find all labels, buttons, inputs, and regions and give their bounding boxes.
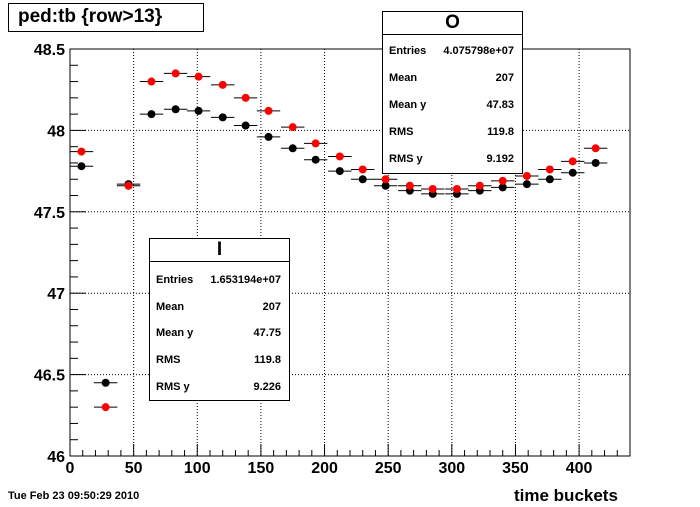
series-i-point <box>101 378 110 387</box>
stats-i-label: Mean y <box>156 327 194 339</box>
x-tick-label: 300 <box>438 460 465 477</box>
series-o-point <box>101 403 110 412</box>
series-i-point <box>264 132 273 141</box>
series-i-point <box>311 155 320 164</box>
y-tick-label: 47.5 <box>34 205 65 222</box>
series-o-point <box>311 139 320 148</box>
series-i-point <box>335 167 344 176</box>
series-o-point <box>428 185 437 194</box>
series-o-point <box>241 93 250 102</box>
stats-i-row: RMS y 9.226 <box>156 381 281 393</box>
stats-i-value: 1.653194e+07 <box>210 274 281 286</box>
series-o-point <box>358 165 367 174</box>
stats-i-row: Mean y 47.75 <box>156 327 281 339</box>
series-o-point <box>498 176 507 185</box>
series-i-point <box>568 168 577 177</box>
series-i-point <box>522 180 531 189</box>
stats-o-value: 207 <box>495 72 514 84</box>
series-i-point <box>381 181 390 190</box>
series-o-point <box>475 181 484 190</box>
y-tick-label: 48.5 <box>34 42 65 59</box>
stats-o-label: Entries <box>389 45 427 57</box>
stats-o-label: Mean y <box>389 99 427 111</box>
stats-i-label: RMS y <box>156 381 190 393</box>
stats-i-label: Entries <box>156 274 194 286</box>
stats-o-row: Entries 4.075798e+07 <box>389 45 514 57</box>
series-o-point <box>452 185 461 194</box>
series-i-point <box>218 113 227 122</box>
series-o-point <box>288 123 297 132</box>
stats-o-row: RMS y 9.192 <box>389 153 514 165</box>
chart-title: ped:tb {row>13} <box>18 6 163 27</box>
series-o-point <box>381 175 390 184</box>
y-tick-label: 46 <box>47 449 65 466</box>
x-tick-label: 150 <box>248 460 275 477</box>
stats-box-i: I Entries 1.653194e+07 Mean 207 Mean y 47.7… <box>149 238 290 401</box>
stats-i-label: Mean <box>156 301 185 313</box>
x-tick-label: 350 <box>502 460 529 477</box>
stats-i-row: Mean 207 <box>156 301 281 313</box>
series-o-point <box>545 165 554 174</box>
stats-i-value: 9.226 <box>253 381 281 393</box>
stats-i-value: 47.75 <box>253 327 281 339</box>
x-tick-label: 200 <box>311 460 338 477</box>
series-o-point <box>405 181 414 190</box>
stats-o-label: RMS y <box>389 153 423 165</box>
series-o-point <box>568 157 577 166</box>
series-o-point <box>591 144 600 153</box>
series-i-point <box>194 106 203 115</box>
series-i-point <box>171 105 180 114</box>
series-i-point <box>241 121 250 130</box>
x-tick-label: 400 <box>566 460 593 477</box>
y-tick-label: 48 <box>47 123 65 140</box>
stats-o-header: O <box>383 12 522 35</box>
series-o-point <box>522 171 531 180</box>
series-o-point <box>218 80 227 89</box>
stats-i-value: 119.8 <box>254 354 281 366</box>
stats-o-value: 119.8 <box>487 126 514 138</box>
x-tick-label: 100 <box>184 460 211 477</box>
stats-o-row: RMS 119.8 <box>389 126 514 138</box>
chart-title-box: ped:tb {row>13} <box>8 3 204 32</box>
stats-i-header: I <box>150 239 289 262</box>
series-o-point <box>124 181 133 190</box>
series-o-point <box>264 106 273 115</box>
stats-o-value: 9.192 <box>486 153 514 165</box>
stats-box-o: O Entries 4.075798e+07 Mean 207 Mean y 47.8… <box>382 11 523 174</box>
stats-o-value: 47.83 <box>486 99 514 111</box>
stats-o-row: Mean y 47.83 <box>389 99 514 111</box>
series-i-point <box>77 162 86 171</box>
timestamp: Tue Feb 23 09:50:29 2010 <box>8 490 140 502</box>
series-o-point <box>147 77 156 86</box>
x-tick-label: 0 <box>66 460 75 477</box>
series-i-point <box>545 175 554 184</box>
x-tick-label: 250 <box>375 460 402 477</box>
x-axis-label: time buckets <box>514 486 618 505</box>
series-o-point <box>171 69 180 78</box>
stats-o-label: RMS <box>389 126 414 138</box>
axis-ticks: 0 50 100 150 200 250 300 350 400 46 46.5 47 47.5 48 48… <box>34 42 618 477</box>
series-o-point <box>77 147 86 156</box>
series-i-point <box>498 183 507 192</box>
stats-i-row: RMS 119.8 <box>156 354 281 366</box>
stats-i-label: RMS <box>156 354 181 366</box>
y-tick-label: 47 <box>47 286 65 303</box>
series-o-point <box>335 152 344 161</box>
stats-o-value: 4.075798e+07 <box>443 45 514 57</box>
stats-i-row: Entries 1.653194e+07 <box>156 274 281 286</box>
series-i-point <box>591 158 600 167</box>
series-i-point <box>147 110 156 119</box>
y-tick-label: 46.5 <box>34 368 65 385</box>
stats-i-value: 207 <box>262 301 281 313</box>
stats-o-label: Mean <box>389 72 418 84</box>
x-tick-label: 50 <box>125 460 143 477</box>
series-i-point <box>288 144 297 153</box>
data-marks <box>69 69 608 412</box>
stats-o-row: Mean 207 <box>389 72 514 84</box>
series-o-point <box>194 72 203 81</box>
series-i-point <box>358 175 367 184</box>
